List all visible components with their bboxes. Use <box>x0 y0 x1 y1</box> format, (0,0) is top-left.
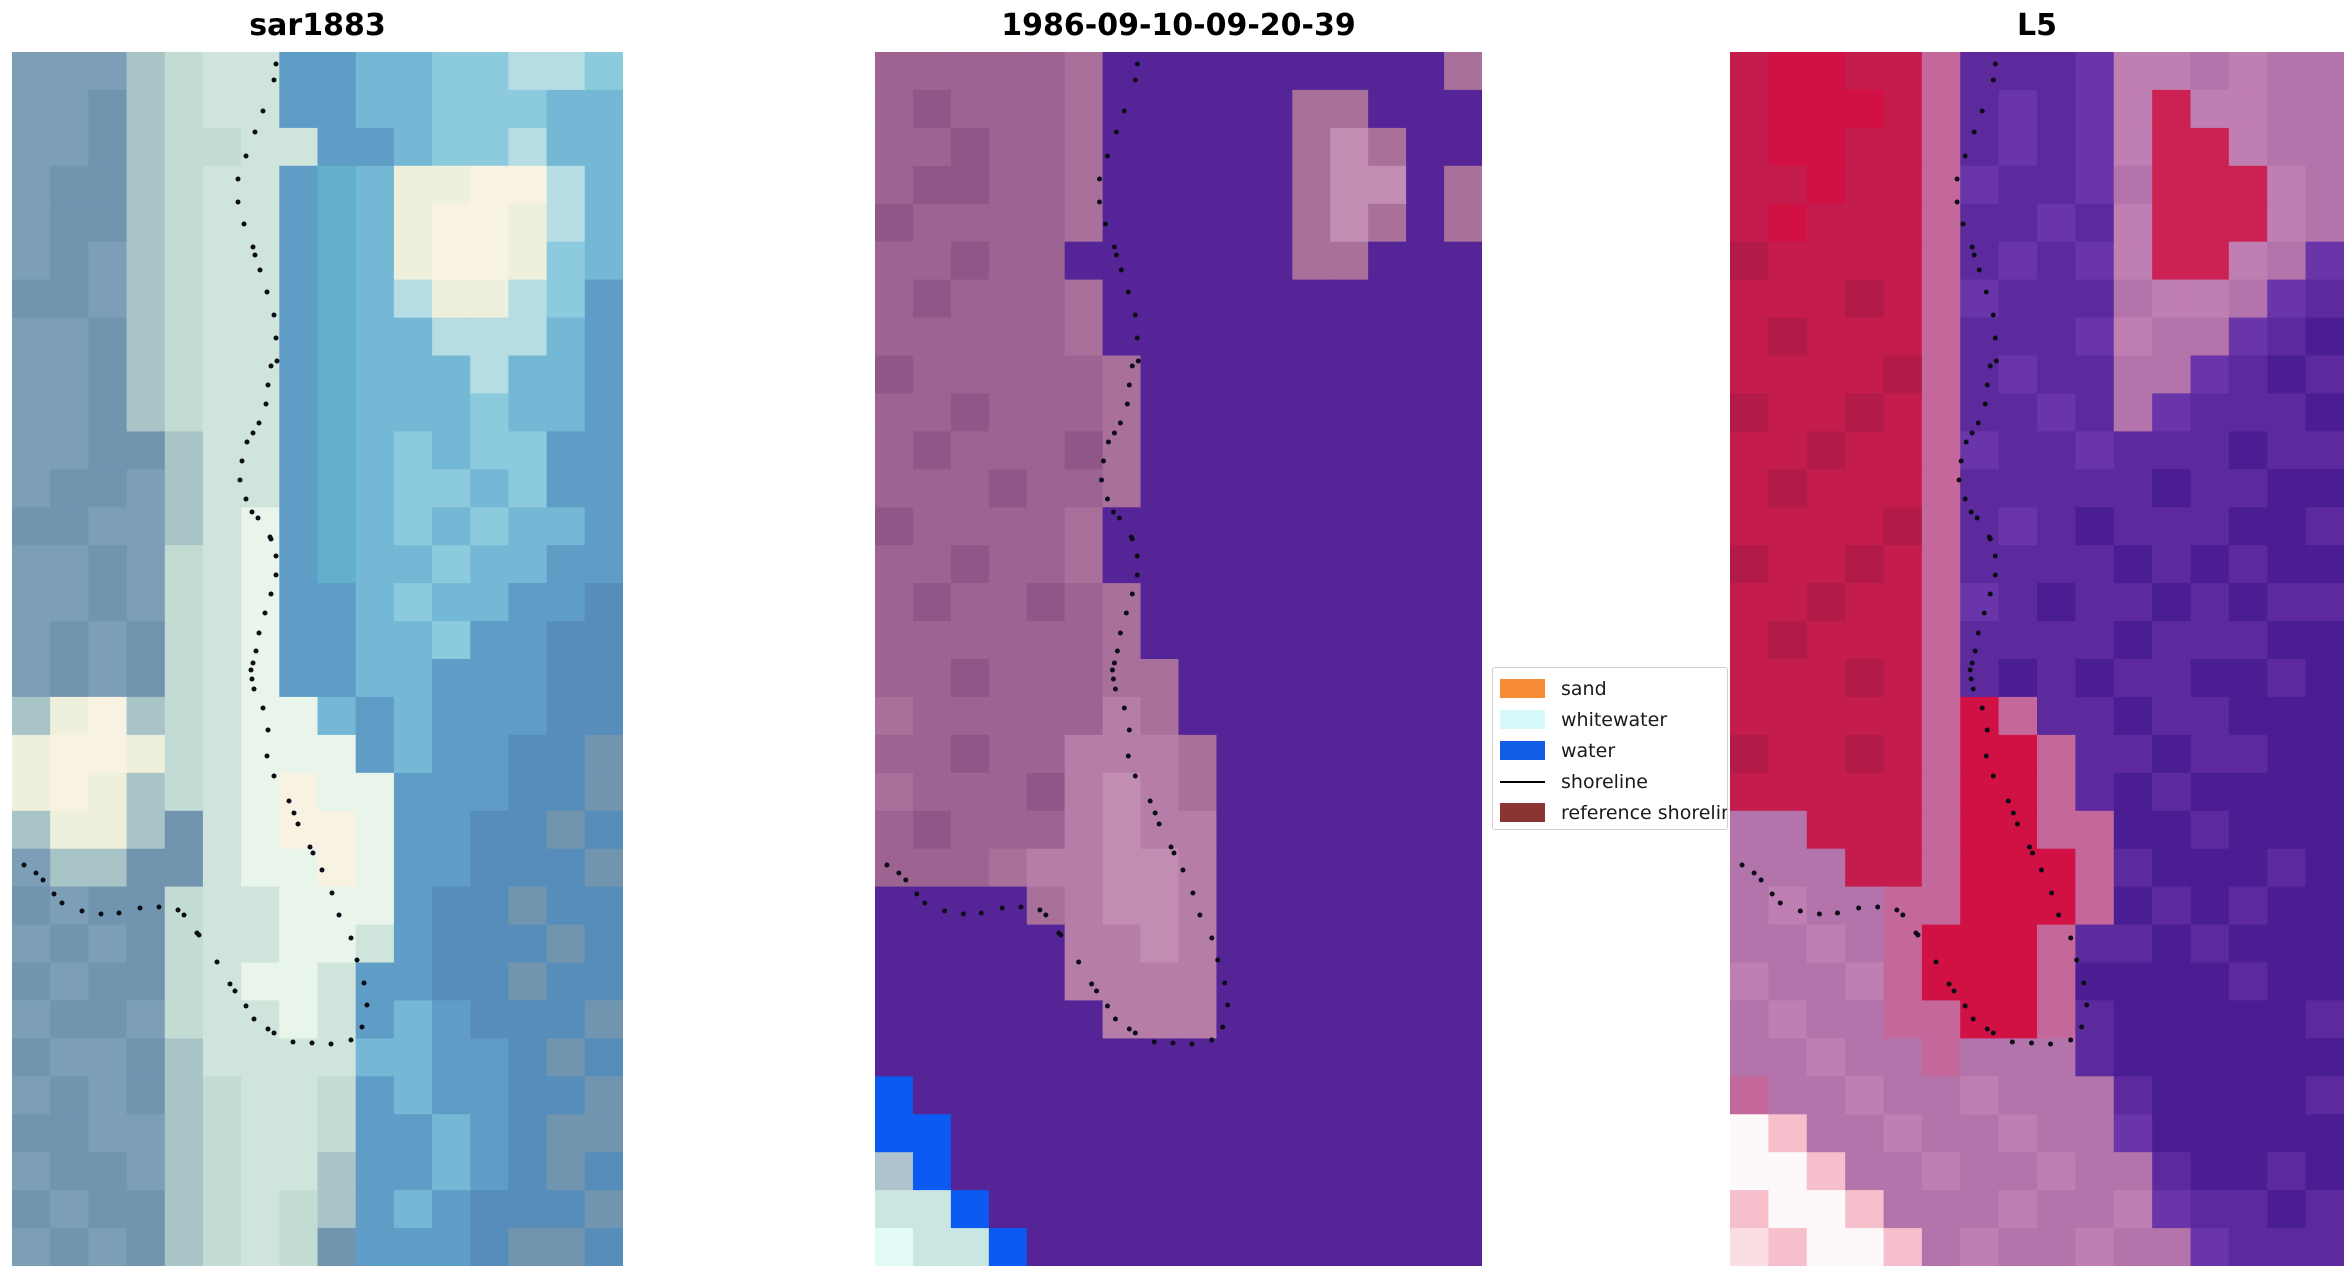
legend-entry-reference-shoreline: reference shoreline <box>1500 797 1727 828</box>
panel-title-sar1883: sar1883 <box>249 8 386 43</box>
panel-title-date: 1986-09-10-09-20-39 <box>1001 8 1356 43</box>
pixel-mosaic <box>12 52 623 1266</box>
legend: sand whitewater water shoreline reference sh… <box>1492 667 1728 830</box>
legend-label: shoreline <box>1561 770 1648 793</box>
legend-entry-shoreline: shoreline <box>1500 766 1720 797</box>
legend-entry-sand: sand <box>1500 673 1720 704</box>
panel-raster-L5 <box>1730 52 2344 1266</box>
legend-label: whitewater <box>1561 708 1668 731</box>
legend-patch-swatch <box>1500 679 1545 698</box>
shoreline-dots <box>884 61 1231 1047</box>
pixel-mosaic <box>875 52 1482 1266</box>
legend-label: sand <box>1561 677 1607 700</box>
legend-entry-water: water <box>1500 735 1720 766</box>
panel-raster-sar1883 <box>12 52 623 1266</box>
legend-line-swatch <box>1500 780 1545 783</box>
shoreline-dots <box>21 61 370 1047</box>
legend-label: reference shoreline <box>1561 801 1728 824</box>
legend-patch-swatch <box>1500 710 1545 729</box>
shoreline-dots <box>1739 61 2090 1047</box>
legend-patch-swatch <box>1500 803 1545 822</box>
image-panel-classified <box>875 52 1482 1266</box>
legend-patch-swatch <box>1500 741 1545 760</box>
pixel-mosaic <box>1730 52 2344 1266</box>
legend-label: water <box>1561 739 1616 762</box>
panel-raster-classified <box>875 52 1482 1266</box>
image-panel-L5 <box>1730 52 2344 1266</box>
legend-entry-whitewater: whitewater <box>1500 704 1720 735</box>
image-panel-sar1883 <box>12 52 623 1266</box>
panel-title-l5: L5 <box>2017 8 2057 43</box>
